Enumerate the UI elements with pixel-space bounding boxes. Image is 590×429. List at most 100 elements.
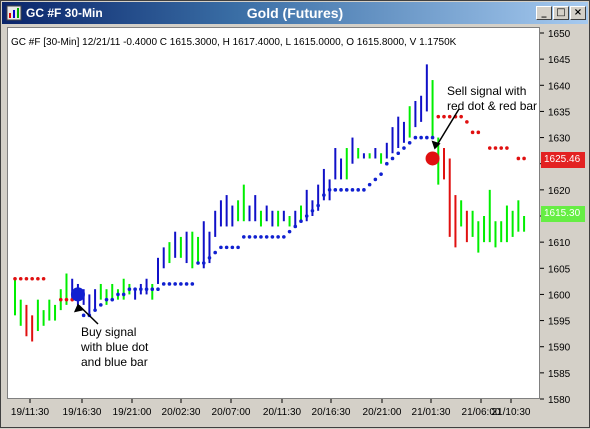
chart-app-icon xyxy=(6,5,22,21)
stop-dot xyxy=(487,146,492,150)
stop-dot xyxy=(259,235,263,239)
y-tick-label: 1605 xyxy=(548,264,571,275)
stop-dot xyxy=(104,297,109,302)
stop-dot xyxy=(201,261,206,265)
buy-arrow-line xyxy=(78,304,99,325)
y-tick-label: 1590 xyxy=(548,343,571,354)
stop-dot xyxy=(81,313,86,318)
stop-dot xyxy=(30,276,34,281)
stop-dot xyxy=(293,224,298,229)
stop-dot xyxy=(156,287,160,292)
stop-dot xyxy=(499,146,504,150)
stop-dot xyxy=(493,146,498,150)
stop-dot xyxy=(213,250,217,255)
stop-dot xyxy=(396,151,401,156)
y-tick-label: 1585 xyxy=(548,369,571,380)
stop-dot xyxy=(447,114,452,119)
info-line: GC #F [30-Min] 12/21/11 -0.4000 C 1615.3… xyxy=(11,37,457,48)
stop-dot xyxy=(144,287,149,292)
stop-dot xyxy=(470,130,475,135)
stop-dot xyxy=(116,292,120,297)
stop-dot xyxy=(110,297,115,302)
stop-dot xyxy=(247,235,252,239)
stop-dot xyxy=(316,203,320,208)
stop-dot xyxy=(407,141,412,145)
buy-signal-annotation: Buy signal with blue dot and blue bar xyxy=(81,325,149,369)
last-sar-price-tag: 1625.46 xyxy=(541,152,585,168)
stop-dot xyxy=(270,235,275,239)
stop-dot xyxy=(127,287,132,292)
sell-arrow-head xyxy=(431,140,441,150)
stop-dot xyxy=(385,161,389,166)
stop-dot xyxy=(282,235,286,239)
stop-dot xyxy=(18,276,23,281)
stop-dot xyxy=(356,188,361,192)
stop-dot xyxy=(505,146,509,150)
stop-dot xyxy=(93,308,97,312)
stop-dot xyxy=(322,193,326,197)
stop-dot xyxy=(516,156,521,161)
plot-area[interactable] xyxy=(7,27,540,399)
stop-dot xyxy=(430,135,435,140)
stop-dot xyxy=(253,235,258,239)
x-tick-label: 19/21:00 xyxy=(113,407,152,418)
stop-dot xyxy=(41,276,46,281)
y-tick-label: 1610 xyxy=(548,238,571,249)
stop-dot xyxy=(224,245,229,250)
stop-dot xyxy=(64,297,69,302)
x-tick-label: 19/16:30 xyxy=(63,407,102,418)
stop-dot xyxy=(190,282,195,286)
stop-dot xyxy=(310,208,315,213)
stop-dot xyxy=(362,188,366,192)
stop-dot xyxy=(230,245,235,250)
stop-dot xyxy=(264,235,269,239)
stop-dot xyxy=(287,229,292,234)
stop-dot xyxy=(327,188,332,192)
stop-dot xyxy=(150,287,155,292)
stop-dot xyxy=(133,287,137,292)
x-tick-label: 20/02:30 xyxy=(162,407,201,418)
maximize-button[interactable]: □ xyxy=(553,6,569,20)
x-tick-label: 21/10:30 xyxy=(492,407,531,418)
stop-dot xyxy=(184,282,189,286)
y-tick-label: 1635 xyxy=(548,107,571,118)
window-title: GC #F 30-Min xyxy=(26,6,103,20)
minimize-button[interactable]: _ xyxy=(536,6,552,20)
x-tick-label: 20/16:30 xyxy=(312,407,351,418)
stop-dot xyxy=(476,130,481,135)
stop-dot xyxy=(207,256,212,260)
stop-dot xyxy=(379,172,383,176)
x-tick-label: 20/07:00 xyxy=(212,407,251,418)
stop-dot xyxy=(161,282,166,286)
stop-dot xyxy=(339,188,343,192)
x-tick-label: 21/06:00 xyxy=(462,407,501,418)
y-tick-label: 1620 xyxy=(548,186,571,197)
stop-dot xyxy=(304,214,309,218)
stop-dot xyxy=(219,245,223,250)
x-tick-label: 21/01:30 xyxy=(412,407,451,418)
stop-dot xyxy=(442,114,446,119)
stop-dot xyxy=(276,235,280,239)
stop-dot xyxy=(367,182,372,187)
stop-dot xyxy=(522,156,526,161)
buy-arrow-head xyxy=(73,303,83,313)
stop-dot xyxy=(242,235,246,239)
stop-dot xyxy=(121,292,126,297)
sell-arrow-line xyxy=(434,108,460,148)
stop-dot xyxy=(139,287,143,292)
stop-dot xyxy=(350,188,355,192)
stop-dot xyxy=(344,188,349,192)
x-tick-label: 20/11:30 xyxy=(263,407,302,418)
stop-dot xyxy=(58,297,63,302)
x-tick-label: 20/21:00 xyxy=(363,407,402,418)
close-button[interactable]: × xyxy=(570,6,586,20)
stop-dot xyxy=(436,114,441,119)
stop-dot xyxy=(167,282,172,286)
y-tick-label: 1595 xyxy=(548,317,571,328)
stop-dot xyxy=(373,177,378,182)
stop-dot xyxy=(413,135,418,140)
stop-dot xyxy=(179,282,183,286)
stop-dot xyxy=(173,282,177,286)
